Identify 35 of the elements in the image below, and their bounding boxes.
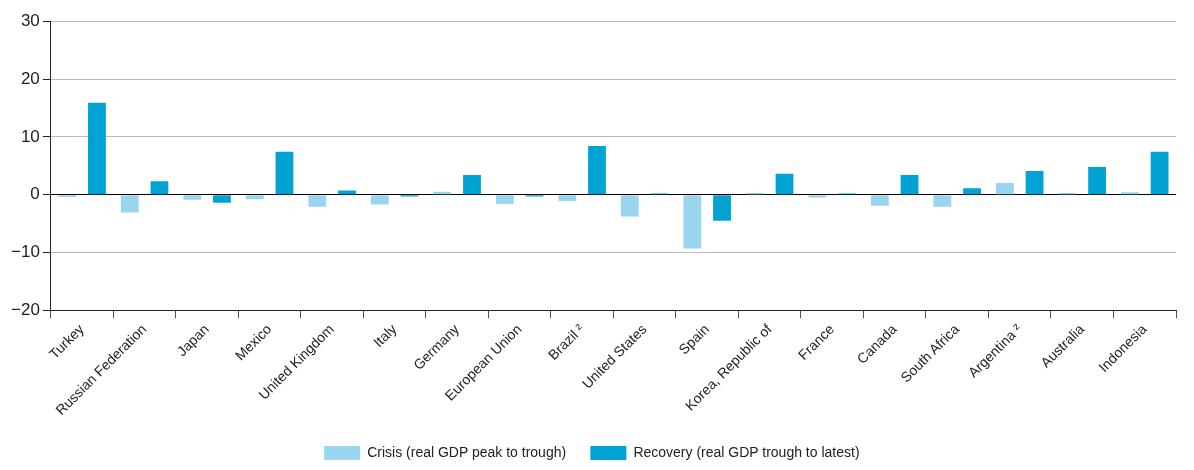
bar: [1088, 166, 1106, 195]
y-tick-label: 30: [20, 10, 40, 30]
legend-label: Recovery (real GDP trough to latest): [633, 443, 860, 460]
bar: [275, 151, 294, 195]
bar: [213, 195, 231, 203]
bar: [775, 173, 794, 195]
bar: [370, 195, 389, 205]
bar: [588, 146, 606, 195]
bar: [963, 188, 981, 195]
bar: [713, 195, 731, 221]
bar: [245, 195, 264, 200]
bar: [900, 174, 919, 195]
y-tick-label: 20: [20, 68, 40, 88]
y-tick-label: −20: [10, 299, 40, 319]
bar: [1025, 170, 1044, 195]
bar: [558, 195, 577, 202]
bar: [620, 195, 639, 217]
y-tick-label: 10: [20, 126, 40, 146]
y-tick-label: 0: [30, 184, 40, 204]
x-tick-label: Italy: [370, 320, 400, 351]
bar: [870, 195, 889, 206]
bar: [150, 181, 169, 195]
bar: [88, 102, 106, 195]
bar: [308, 195, 327, 207]
bar: [1150, 151, 1169, 195]
bar: [995, 183, 1014, 195]
bar: [683, 195, 702, 249]
y-tick-label: −10: [10, 242, 40, 262]
bar: [933, 195, 952, 207]
legend-label: Crisis (real GDP peak to trough): [367, 443, 567, 460]
bar: [120, 195, 139, 213]
bar: [183, 195, 202, 200]
bar: [808, 195, 827, 198]
bar: [495, 195, 514, 204]
bar: [463, 174, 481, 195]
